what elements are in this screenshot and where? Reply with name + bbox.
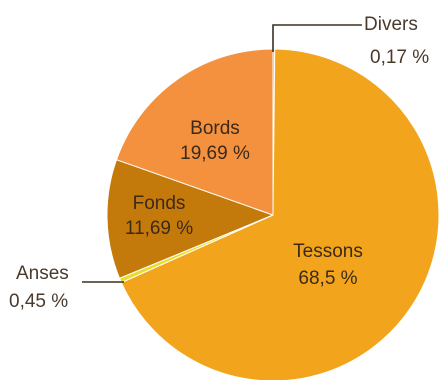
divers-leader-line — [272, 24, 362, 52]
slice-value-bords: 19,69 % — [180, 143, 250, 164]
slice-label-fonds: Fonds — [133, 193, 186, 214]
pie-slice-bords — [115, 48, 274, 216]
slice-value-divers: 0,17 % — [370, 47, 429, 68]
slice-value-fonds: 11,69 % — [125, 218, 193, 239]
pie-slice-tessons — [120, 48, 440, 380]
slice-value-anses: 0,45 % — [9, 291, 68, 312]
pie-slice-fonds — [106, 159, 274, 279]
slice-label-divers: Divers — [364, 14, 418, 35]
slice-label-tessons: Tessons — [293, 241, 363, 262]
pie-slices — [106, 48, 440, 380]
slice-label-bords: Bords — [190, 118, 240, 139]
slice-label-anses: Anses — [16, 263, 69, 284]
slice-value-tessons: 68,5 % — [298, 268, 357, 289]
